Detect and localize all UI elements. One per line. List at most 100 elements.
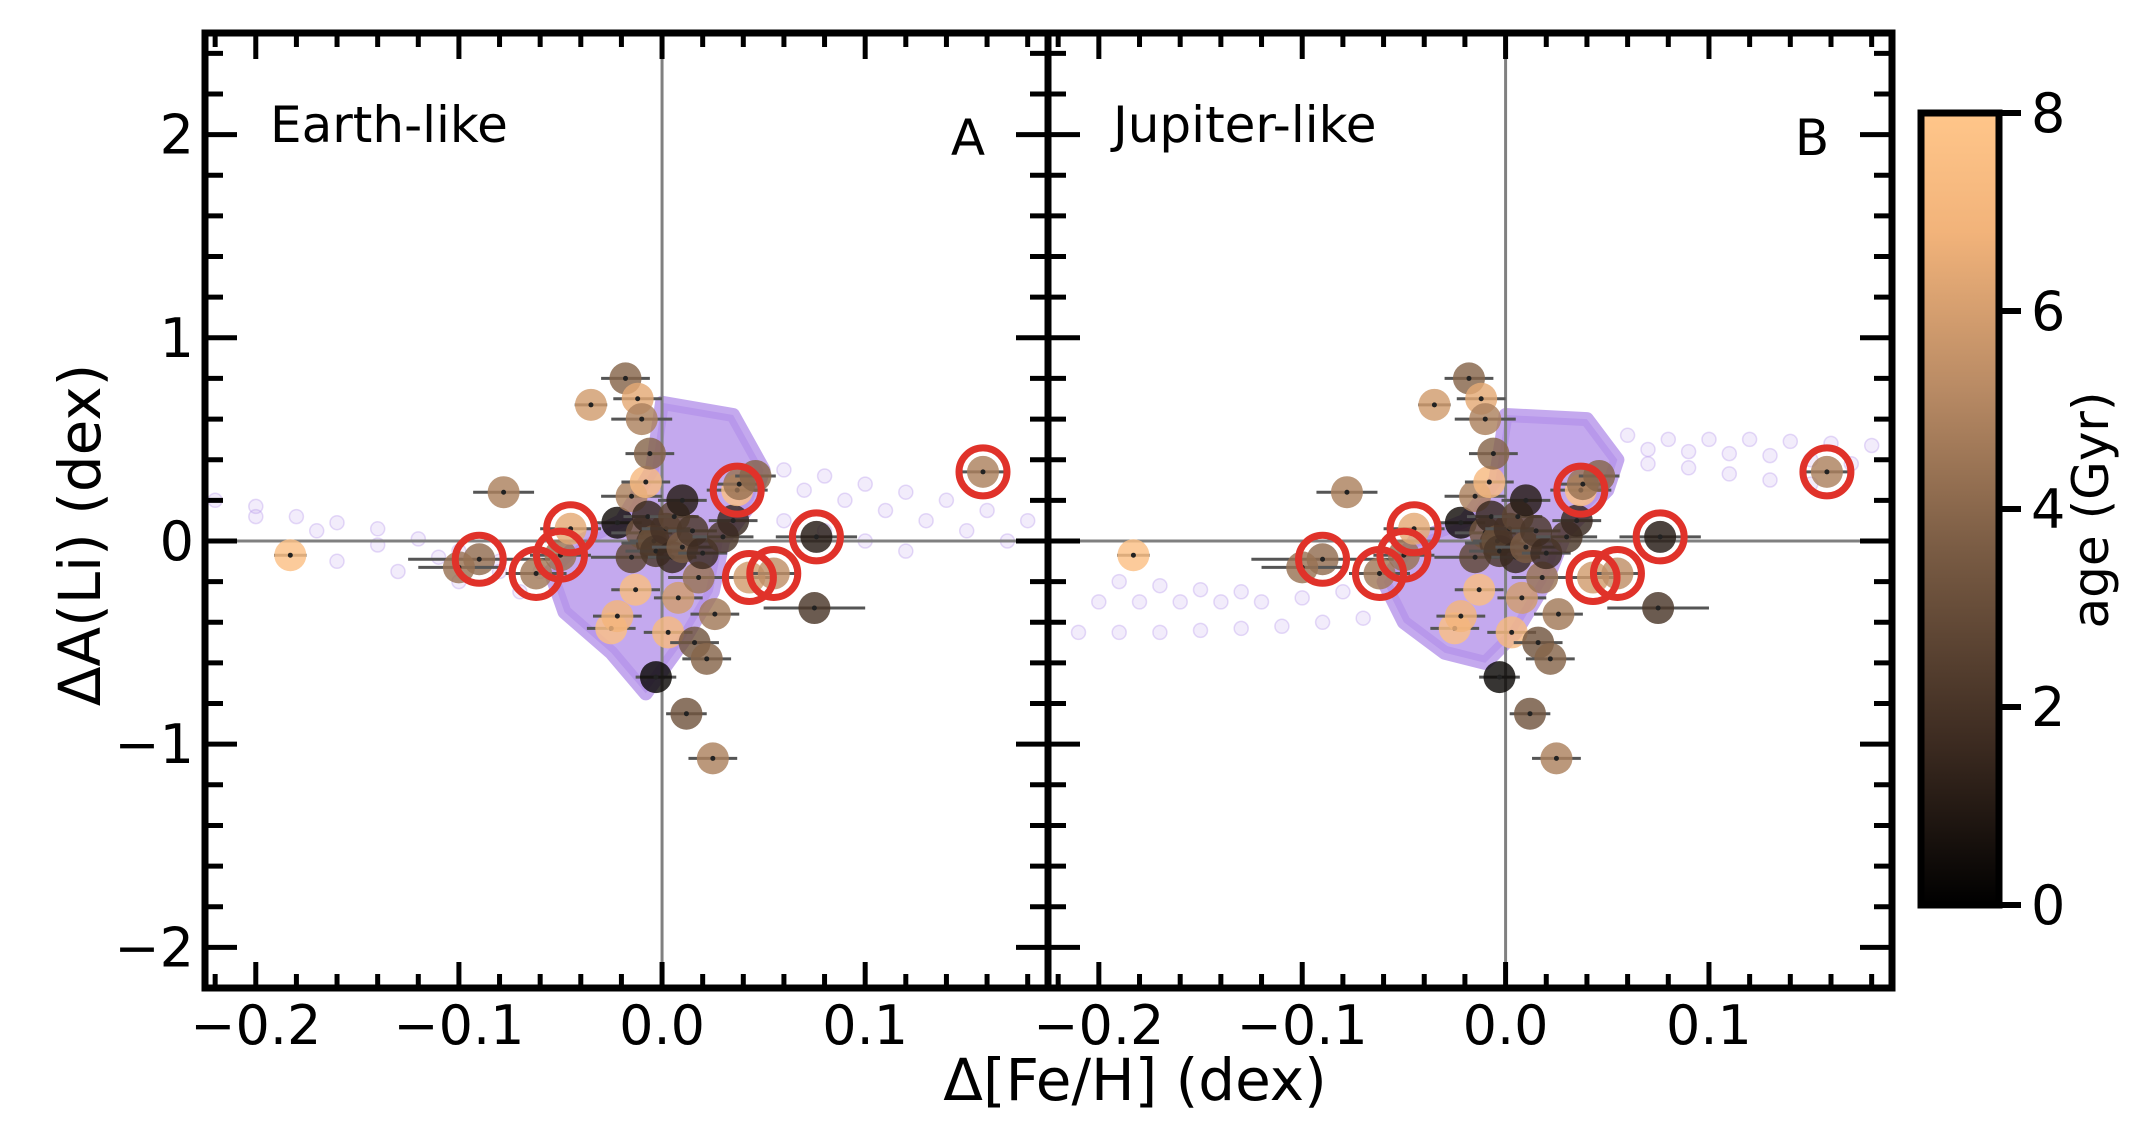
simulation-point: [1640, 441, 1656, 458]
star-center: [653, 674, 659, 680]
colorbar-tick-label: 6: [2031, 280, 2065, 343]
star-center: [1488, 514, 1494, 520]
star-center: [1523, 544, 1529, 550]
highlight-ring: [1295, 531, 1351, 587]
star-center: [635, 396, 641, 402]
simulation-point: [308, 523, 325, 539]
star-center: [696, 575, 702, 581]
simulation-point: [1721, 445, 1738, 462]
simulation-point: [898, 543, 914, 559]
star-center: [1466, 375, 1472, 381]
x-tick-label: 0.0: [1463, 994, 1549, 1057]
x-tick-label: 0.1: [822, 994, 908, 1057]
simulation-point: [1192, 622, 1209, 639]
star-center: [1472, 493, 1478, 499]
y-tick-label: 0: [160, 510, 194, 573]
simulation-point: [1640, 456, 1656, 472]
y-tick-label: 2: [160, 104, 194, 167]
x-tick-label: 0.1: [1666, 994, 1752, 1057]
star-center: [675, 595, 681, 601]
simulation-point: [1294, 590, 1310, 606]
highlight-ring: [709, 462, 765, 518]
star-center: [287, 552, 293, 558]
y-axis-label: ΔA(Li) (dex): [46, 364, 114, 707]
highlight-ring: [532, 527, 588, 583]
highlight-ring: [1553, 462, 1609, 518]
colorbar-gradient: [1917, 109, 2003, 909]
star-center: [1458, 613, 1464, 619]
simulation-point: [1152, 577, 1168, 594]
star-center: [1533, 528, 1539, 534]
simulation-point: [1233, 584, 1249, 600]
x-tick-label: −0.1: [1237, 994, 1368, 1057]
star-center: [629, 554, 635, 560]
simulation-point: [1863, 437, 1880, 454]
star-center: [1320, 556, 1326, 562]
x-axis-label: Δ[Fe/H] (dex): [943, 1046, 1326, 1114]
simulation-point: [918, 512, 934, 529]
simulation-point: [329, 514, 345, 531]
highlight-ring: [955, 444, 1011, 500]
panel-earth-like: −0.2 −0.1 0.0 0.1 −2 −1 0 1 2 Earth-like A: [114, 29, 1052, 1057]
simulation-point: [1253, 594, 1270, 610]
star-center: [1344, 489, 1350, 495]
simulation-point: [1172, 594, 1188, 610]
simulation-point: [1111, 573, 1127, 590]
star-center: [1655, 605, 1661, 611]
star-center: [704, 656, 710, 662]
star-center: [633, 587, 639, 593]
star-center: [710, 755, 716, 761]
simulation-point: [288, 508, 305, 525]
highlight-ring: [721, 550, 777, 606]
star-center: [1376, 570, 1382, 576]
simulation-point: [857, 476, 873, 492]
star-center: [476, 556, 482, 562]
star-center: [1130, 552, 1136, 558]
panel-title: Jupiter-like: [1110, 96, 1377, 154]
simulation-point: [1782, 433, 1799, 450]
plot-area: [1048, 33, 1892, 988]
star-center: [665, 629, 671, 635]
simulation-point: [390, 563, 406, 580]
star-center: [645, 514, 651, 520]
star-center: [1490, 451, 1496, 457]
simulation-point: [1619, 427, 1636, 444]
star-center: [730, 518, 736, 524]
simulation-point: [369, 521, 386, 537]
simulation-point: [1131, 594, 1148, 610]
simulation-point: [1314, 614, 1331, 631]
star-center: [1431, 402, 1437, 408]
simulation-point: [1762, 447, 1778, 464]
star-center: [622, 375, 628, 381]
star-center: [700, 550, 706, 556]
star-center: [1478, 396, 1484, 402]
simulation-point: [1070, 624, 1087, 641]
axes-frame: [1044, 29, 1896, 992]
star-center: [614, 520, 620, 526]
panel-letter: A: [951, 109, 985, 167]
simulation-point: [1741, 431, 1758, 448]
x-tick-label: 0.0: [619, 994, 705, 1057]
star-center: [1555, 611, 1561, 617]
simulation-point: [1192, 581, 1209, 598]
colorbar-tick-label: 2: [2031, 676, 2065, 739]
simulation-point: [1701, 431, 1717, 448]
star-center: [980, 469, 986, 475]
simulation-point: [1019, 512, 1036, 529]
simulation-point: [1335, 584, 1351, 600]
star-center: [1539, 575, 1545, 581]
star-center: [1553, 755, 1559, 761]
simulation-point: [410, 531, 427, 547]
simulation-point: [1091, 594, 1107, 610]
highlight-ring: [1632, 509, 1688, 565]
star-center: [679, 544, 685, 550]
y-tick-label: −2: [114, 916, 194, 979]
star-center: [639, 416, 645, 422]
star-center: [679, 497, 685, 503]
simulation-point: [816, 468, 833, 484]
panel-jupiter-like: −0.2 −0.1 0.0 0.1 Jupiter-like B: [1033, 29, 1896, 1057]
star-center: [1496, 674, 1502, 680]
simulation-point: [1680, 443, 1697, 460]
colorbar: 0 2 4 6 8 age (Gyr): [1917, 82, 2120, 937]
